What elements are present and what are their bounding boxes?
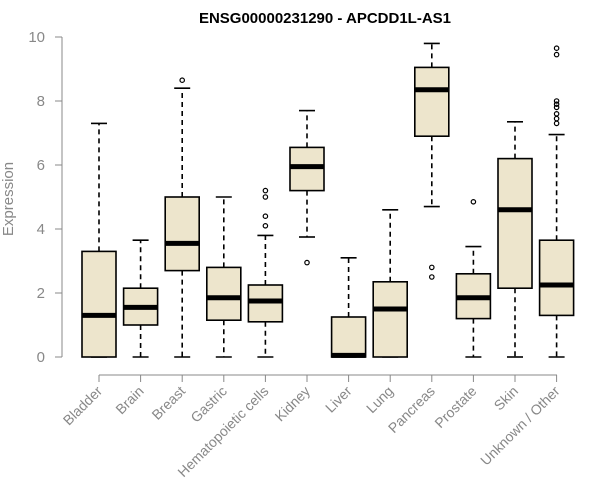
y-tick-label: 2: [37, 285, 45, 302]
outlier-point: [553, 115, 560, 122]
box: [164, 196, 200, 272]
x-tick-label: Skin: [491, 383, 522, 414]
y-tick-label: 0: [37, 349, 45, 366]
outlier-point: [262, 187, 269, 194]
outlier-point: [428, 264, 435, 271]
box: [497, 157, 533, 290]
outlier-point: [470, 199, 477, 205]
box: [206, 266, 242, 321]
box: [413, 66, 450, 138]
box-group: [81, 42, 575, 358]
x-tick-label: Liver: [322, 383, 355, 416]
outlier-point: [553, 51, 560, 58]
y-tick-label: 6: [37, 157, 45, 174]
outlier-point: [553, 101, 560, 108]
x-tick-label: Lung: [363, 383, 396, 416]
x-tick-label: Brain: [112, 383, 146, 417]
outlier-point: [428, 274, 435, 280]
box: [81, 250, 117, 358]
outlier-point: [553, 104, 560, 111]
outlier-point: [179, 77, 186, 84]
outlier-point: [304, 259, 310, 266]
x-tick-label: Bladder: [60, 383, 106, 429]
y-tick-label: 10: [28, 29, 45, 46]
chart-title: ENSG00000231290 - APCDD1L-AS1: [199, 10, 451, 27]
box: [330, 316, 367, 358]
outlier-point: [553, 111, 560, 117]
box: [538, 239, 575, 317]
outlier-point: [553, 120, 560, 127]
y-tick-label: 4: [37, 221, 45, 238]
x-tick-label: Prostate: [431, 383, 479, 431]
outlier-point: [262, 194, 269, 200]
x-tick-label: Unknown / Other: [477, 383, 563, 469]
x-tick-label: Kidney: [272, 383, 314, 425]
y-axis-label: Expression: [0, 162, 17, 236]
box: [372, 280, 409, 358]
outlier-point: [553, 98, 560, 104]
outlier-point: [553, 45, 560, 52]
y-tick-label: 8: [37, 93, 45, 110]
outlier-point: [262, 223, 269, 229]
y-axis: 0 2 4 6 8 10: [28, 29, 62, 366]
x-tick-label: Breast: [148, 383, 188, 423]
outlier-point: [262, 213, 269, 220]
